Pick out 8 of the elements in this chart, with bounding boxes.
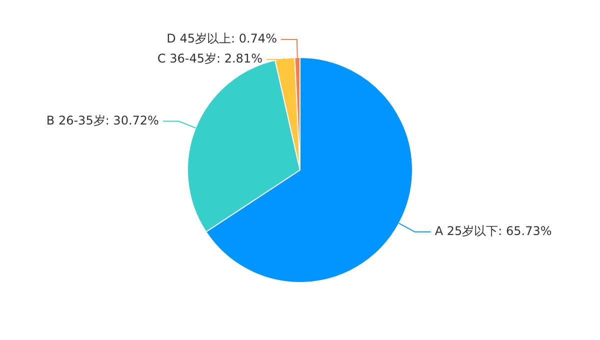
data-label: : 30.72% (105, 113, 159, 128)
data-label: : 2.81% (216, 52, 262, 66)
slice-label: B 26-35岁 (46, 113, 106, 128)
slice-label: D 45岁以上 (166, 32, 231, 46)
slice-label: A 25岁以下 (434, 224, 498, 238)
data-label: : 65.73% (498, 224, 552, 238)
slice-label: C 36-45岁 (157, 52, 216, 66)
data-label: : 0.74% (230, 32, 277, 46)
